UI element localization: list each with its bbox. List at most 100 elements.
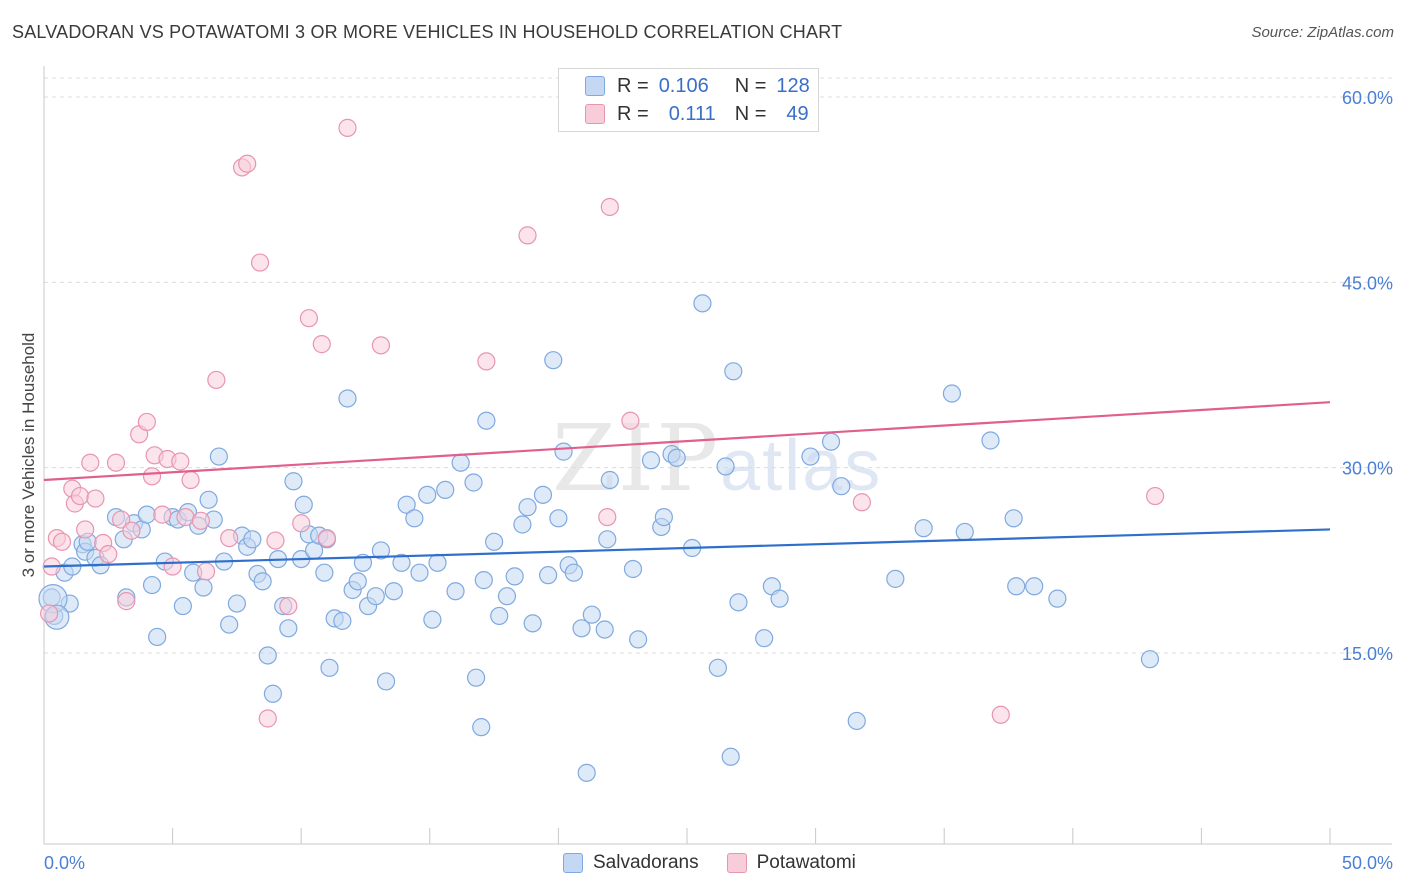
y-axis-label: 3 or more Vehicles in Household [19,333,38,578]
data-point [320,658,339,677]
data-point [173,596,192,616]
data-point [847,711,866,731]
data-point [755,629,774,648]
data-point [629,630,648,649]
data-point [623,559,643,579]
data-point [250,253,270,272]
data-point [142,575,162,595]
data-point [366,587,385,606]
data-point [886,569,905,588]
axes: 15.0% 30.0% 45.0% 60.0% 0.0% 50.0% [43,66,1393,873]
data-point [99,545,118,564]
data-point [122,521,141,540]
data-point [371,336,391,355]
data-point [436,480,455,500]
data-point [317,528,337,548]
data-point [392,553,411,572]
data-point [474,571,493,590]
x-tick-label: 50.0% [1342,853,1393,873]
data-point [1146,486,1165,506]
data-point [112,510,131,529]
legend-label-potawatomi: Potawatomi [756,852,856,873]
data-point [667,448,686,467]
data-point [40,604,59,623]
data-point [716,457,735,476]
data-point [1004,509,1023,528]
data-point [258,646,277,665]
data-point [942,384,962,403]
y-tick-label: 15.0% [1342,644,1393,664]
data-point [117,592,136,611]
data-point [1007,577,1026,596]
legend-item-salvadorans[interactable]: Salvadorans [563,852,699,874]
data-point [299,309,319,328]
data-point [312,335,331,354]
legend-r-value: 0.106 [658,74,709,97]
data-point [428,553,447,572]
data-point [451,453,470,472]
legend-label-salvadorans: Salvadorans [593,852,699,873]
data-point [991,705,1010,724]
data-point [315,563,334,582]
data-point [52,532,72,551]
data-point [181,470,200,490]
data-point [70,486,90,506]
data-point [238,154,257,173]
legend-row-salvadorans: R = 0.106 N = 128 [585,73,810,99]
trend-line [43,528,1331,568]
data-point [914,519,933,538]
trend-lines [43,401,1331,568]
chart-title: SALVADORAN VS POTAWATOMI 3 OR MORE VEHIC… [12,22,843,42]
data-point [729,593,748,612]
data-point [384,582,403,601]
data-point [1048,589,1067,608]
data-point [539,566,558,585]
data-point [194,578,213,597]
data-point [654,507,673,527]
series-legend: Salvadorans Potawatomi [563,852,884,874]
data-point [477,411,496,430]
legend-swatch-potawatomi [726,853,747,873]
data-point [153,505,172,524]
legend-item-potawatomi[interactable]: Potawatomi [726,852,856,874]
data-point [371,541,391,560]
data-point [397,495,416,514]
data-point [220,528,239,548]
data-point [600,470,619,490]
data-point [505,567,524,586]
data-point [266,531,285,550]
data-point [497,587,517,606]
data-point [1140,650,1160,669]
data-point [554,442,573,461]
series-salvadorans [38,294,1160,782]
data-point [513,515,532,534]
data-point [724,362,743,381]
data-point [955,522,974,542]
data-point [243,530,262,549]
data-point [477,352,496,371]
data-point [294,495,313,514]
data-point [564,563,583,582]
data-point [544,351,563,370]
legend-swatch-potawatomi [585,104,605,124]
data-point [376,672,396,691]
data-point [209,447,228,466]
data-point [801,447,820,466]
correlation-legend: R = 0.106 N = 128 R = 0.111 N = 49 [558,68,819,132]
data-point [582,605,601,624]
data-point [353,553,373,572]
data-point [258,709,277,728]
y-tick-label: 60.0% [1342,88,1393,108]
data-point [196,562,216,581]
data-point [207,370,226,390]
legend-n-label: N = [734,102,767,125]
data-point [284,472,303,491]
data-point [106,453,126,472]
data-point [410,563,429,582]
data-point [163,557,182,576]
data-point [137,505,156,524]
data-point [292,514,311,533]
data-point [338,118,357,137]
data-point [485,532,504,551]
